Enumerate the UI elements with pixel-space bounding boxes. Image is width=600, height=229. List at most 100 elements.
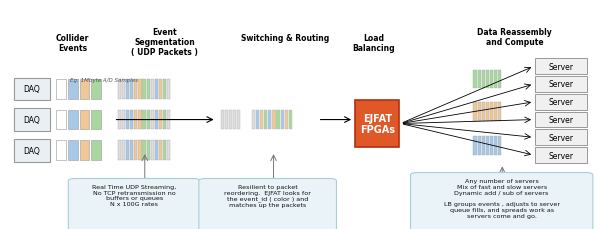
- FancyBboxPatch shape: [68, 179, 200, 229]
- Bar: [478, 136, 481, 155]
- Text: Real Time UDP Streaming,
No TCP retransmission no
buffers or queues
N x 100G rat: Real Time UDP Streaming, No TCP retransm…: [92, 184, 176, 206]
- Bar: [490, 103, 493, 122]
- Bar: [163, 80, 166, 99]
- Bar: [535, 94, 587, 110]
- Bar: [155, 110, 158, 130]
- Bar: [56, 80, 66, 99]
- Bar: [155, 141, 158, 160]
- Bar: [79, 141, 89, 160]
- Bar: [473, 103, 476, 122]
- Bar: [260, 110, 263, 130]
- Text: Server: Server: [548, 133, 574, 142]
- Bar: [146, 110, 150, 130]
- Bar: [126, 110, 129, 130]
- Bar: [163, 110, 166, 130]
- Text: Collider
Events: Collider Events: [56, 33, 89, 53]
- Bar: [56, 110, 66, 130]
- Bar: [535, 77, 587, 93]
- Bar: [146, 141, 150, 160]
- Bar: [91, 80, 101, 99]
- FancyBboxPatch shape: [410, 173, 593, 229]
- Bar: [118, 110, 121, 130]
- Bar: [482, 136, 485, 155]
- Bar: [14, 139, 50, 162]
- Bar: [478, 70, 481, 89]
- Bar: [221, 110, 224, 130]
- Text: Eg: 1Mbyte A/D Samples: Eg: 1Mbyte A/D Samples: [70, 78, 137, 83]
- Bar: [122, 80, 125, 99]
- Bar: [272, 110, 275, 130]
- Bar: [490, 136, 493, 155]
- Bar: [159, 80, 162, 99]
- Bar: [126, 80, 129, 99]
- Bar: [229, 110, 232, 130]
- Bar: [139, 141, 142, 160]
- Bar: [68, 141, 78, 160]
- Text: Server: Server: [548, 62, 574, 71]
- Bar: [490, 70, 493, 89]
- Bar: [535, 130, 587, 146]
- Bar: [268, 110, 271, 130]
- Bar: [159, 141, 162, 160]
- Bar: [122, 141, 125, 160]
- Text: DAQ: DAQ: [23, 146, 40, 155]
- Text: Resilient to packet
reordering.  EJFAT looks for
the event_id ( color ) and
matc: Resilient to packet reordering. EJFAT lo…: [224, 184, 311, 207]
- Bar: [535, 112, 587, 128]
- Bar: [535, 59, 587, 75]
- Bar: [56, 141, 66, 160]
- Bar: [139, 110, 142, 130]
- Bar: [142, 141, 146, 160]
- Bar: [91, 141, 101, 160]
- Text: Event
Segmentation
( UDP Packets ): Event Segmentation ( UDP Packets ): [131, 27, 198, 57]
- Bar: [122, 110, 125, 130]
- Bar: [482, 103, 485, 122]
- Bar: [130, 110, 133, 130]
- Bar: [473, 136, 476, 155]
- Bar: [151, 141, 154, 160]
- Bar: [91, 110, 101, 130]
- Bar: [134, 110, 137, 130]
- Bar: [134, 141, 137, 160]
- FancyBboxPatch shape: [199, 179, 337, 229]
- Text: Data Reassembly
and Compute: Data Reassembly and Compute: [477, 27, 552, 47]
- Bar: [498, 70, 502, 89]
- Bar: [146, 80, 150, 99]
- Bar: [482, 70, 485, 89]
- Bar: [264, 110, 268, 130]
- Text: Switching & Routing: Switching & Routing: [241, 33, 329, 42]
- Bar: [68, 110, 78, 130]
- Bar: [68, 80, 78, 99]
- Text: Load
Balancing: Load Balancing: [352, 33, 395, 53]
- Bar: [167, 80, 170, 99]
- Bar: [486, 136, 489, 155]
- Bar: [167, 110, 170, 130]
- Bar: [151, 80, 154, 99]
- Bar: [139, 80, 142, 99]
- Bar: [494, 70, 497, 89]
- Bar: [130, 80, 133, 99]
- Bar: [163, 141, 166, 160]
- Text: Any number of servers
Mix of fast and slow servers
Dynamic add / sub of servers
: Any number of servers Mix of fast and sl…: [443, 178, 560, 218]
- Bar: [486, 103, 489, 122]
- Bar: [473, 70, 476, 89]
- Bar: [118, 141, 121, 160]
- Bar: [355, 100, 400, 148]
- Bar: [151, 110, 154, 130]
- Bar: [142, 80, 146, 99]
- Bar: [535, 148, 587, 163]
- Bar: [225, 110, 228, 130]
- Bar: [498, 136, 502, 155]
- Text: Server: Server: [548, 80, 574, 89]
- Text: Server: Server: [548, 116, 574, 125]
- Bar: [252, 110, 255, 130]
- Bar: [281, 110, 284, 130]
- Bar: [285, 110, 288, 130]
- Bar: [486, 70, 489, 89]
- Text: Server: Server: [548, 98, 574, 107]
- Bar: [130, 141, 133, 160]
- Bar: [134, 80, 137, 99]
- Bar: [14, 78, 50, 101]
- Bar: [118, 80, 121, 99]
- Bar: [494, 136, 497, 155]
- Text: EJFAT
FPGAs: EJFAT FPGAs: [360, 113, 395, 135]
